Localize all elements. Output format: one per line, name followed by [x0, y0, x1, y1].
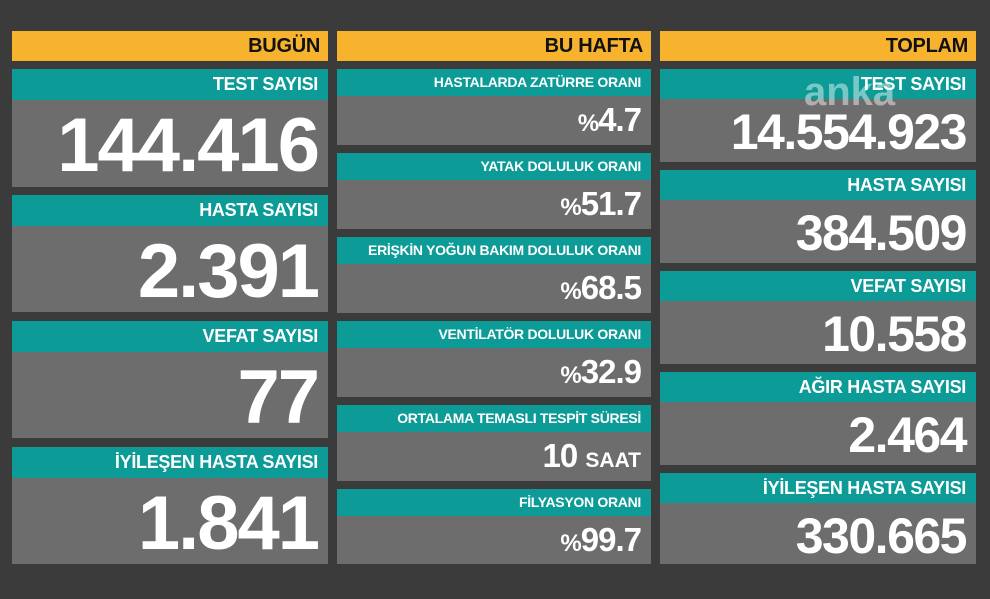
percent-sign: % — [577, 110, 599, 137]
week-icu-occupancy-label: ERİŞKİN YOĞUN BAKIM DOLULUK ORANI — [337, 237, 651, 264]
total-recovered-value: 330.665 — [795, 508, 968, 564]
total-test-card: TEST SAYISI 14.554.923 — [660, 69, 976, 162]
week-icu-occupancy-number: 68.5 — [580, 269, 642, 306]
week-icu-occupancy-card: ERİŞKİN YOĞUN BAKIM DOLULUK ORANI %68.5 — [337, 237, 651, 313]
week-bed-occupancy-number: 51.7 — [580, 185, 642, 222]
today-recovered-value: 1.841 — [137, 481, 320, 566]
percent-sign: % — [560, 194, 581, 221]
total-deaths-value: 10.558 — [822, 306, 967, 362]
week-bed-occupancy-card: YATAK DOLULUK ORANI %51.7 — [337, 153, 651, 229]
week-pneumonia-label: HASTALARDA ZATÜRRE ORANI — [337, 69, 651, 96]
week-bed-occupancy-value: %51.7 — [337, 180, 651, 232]
week-pneumonia-card: HASTALARDA ZATÜRRE ORANI %4.7 — [337, 69, 651, 145]
week-contact-time-number: 10 — [542, 437, 579, 474]
week-ventilator-number: 32.9 — [580, 353, 642, 390]
week-filiation-card: FİLYASYON ORANI %99.7 — [337, 489, 651, 564]
week-contact-time-unit: SAAT — [585, 449, 641, 472]
today-test-card: TEST SAYISI 144.416 — [12, 69, 328, 188]
total-cases-value: 384.509 — [795, 205, 968, 261]
week-filiation-number: 99.7 — [580, 521, 642, 558]
today-test-label: TEST SAYISI — [12, 69, 328, 100]
percent-sign: % — [560, 530, 581, 557]
week-contact-time-label: ORTALAMA TEMASLI TESPİT SÜRESİ — [337, 405, 651, 432]
today-deaths-label: VEFAT SAYISI — [12, 321, 328, 352]
today-recovered-label: İYİLEŞEN HASTA SAYISI — [12, 447, 328, 478]
total-severe-card: AĞIR HASTA SAYISI 2.464 — [660, 372, 976, 465]
total-recovered-card: İYİLEŞEN HASTA SAYISI 330.665 — [660, 473, 976, 564]
total-severe-label: AĞIR HASTA SAYISI — [660, 372, 976, 402]
percent-sign: % — [560, 362, 581, 389]
today-cases-card: HASTA SAYISI 2.391 — [12, 195, 328, 314]
week-contact-time-value: 10 SAAT — [337, 432, 651, 485]
week-ventilator-value: %32.9 — [337, 348, 651, 400]
total-severe-value: 2.464 — [848, 407, 967, 463]
percent-sign: % — [560, 278, 581, 305]
week-filiation-label: FİLYASYON ORANI — [337, 489, 651, 516]
total-test-value: 14.554.923 — [730, 104, 968, 160]
total-column: TOPLAM TEST SAYISI 14.554.923 HASTA SAYI… — [660, 31, 976, 564]
total-deaths-label: VEFAT SAYISI — [660, 271, 976, 301]
today-header: BUGÜN — [12, 31, 328, 61]
week-ventilator-card: VENTİLATÖR DOLULUK ORANI %32.9 — [337, 321, 651, 397]
today-column: BUGÜN TEST SAYISI 144.416 HASTA SAYISI 2… — [12, 31, 328, 566]
total-recovered-label: İYİLEŞEN HASTA SAYISI — [660, 473, 976, 503]
week-ventilator-label: VENTİLATÖR DOLULUK ORANI — [337, 321, 651, 348]
today-test-value: 144.416 — [57, 103, 320, 188]
total-header: TOPLAM — [660, 31, 976, 61]
week-column: BU HAFTA HASTALARDA ZATÜRRE ORANI %4.7 Y… — [337, 31, 651, 564]
today-recovered-card: İYİLEŞEN HASTA SAYISI 1.841 — [12, 447, 328, 566]
week-filiation-value: %99.7 — [337, 516, 651, 568]
total-test-label: TEST SAYISI — [660, 69, 976, 99]
week-pneumonia-value: %4.7 — [337, 96, 651, 148]
week-bed-occupancy-label: YATAK DOLULUK ORANI — [337, 153, 651, 180]
today-cases-value: 2.391 — [137, 229, 320, 314]
total-cases-card: HASTA SAYISI 384.509 — [660, 170, 976, 263]
today-deaths-value: 77 — [237, 355, 320, 440]
week-pneumonia-number: 4.7 — [598, 101, 642, 138]
week-header: BU HAFTA — [337, 31, 651, 61]
week-contact-time-card: ORTALAMA TEMASLI TESPİT SÜRESİ 10 SAAT — [337, 405, 651, 481]
today-cases-label: HASTA SAYISI — [12, 195, 328, 226]
total-deaths-card: VEFAT SAYISI 10.558 — [660, 271, 976, 364]
week-icu-occupancy-value: %68.5 — [337, 264, 651, 316]
total-cases-label: HASTA SAYISI — [660, 170, 976, 200]
today-deaths-card: VEFAT SAYISI 77 — [12, 321, 328, 440]
